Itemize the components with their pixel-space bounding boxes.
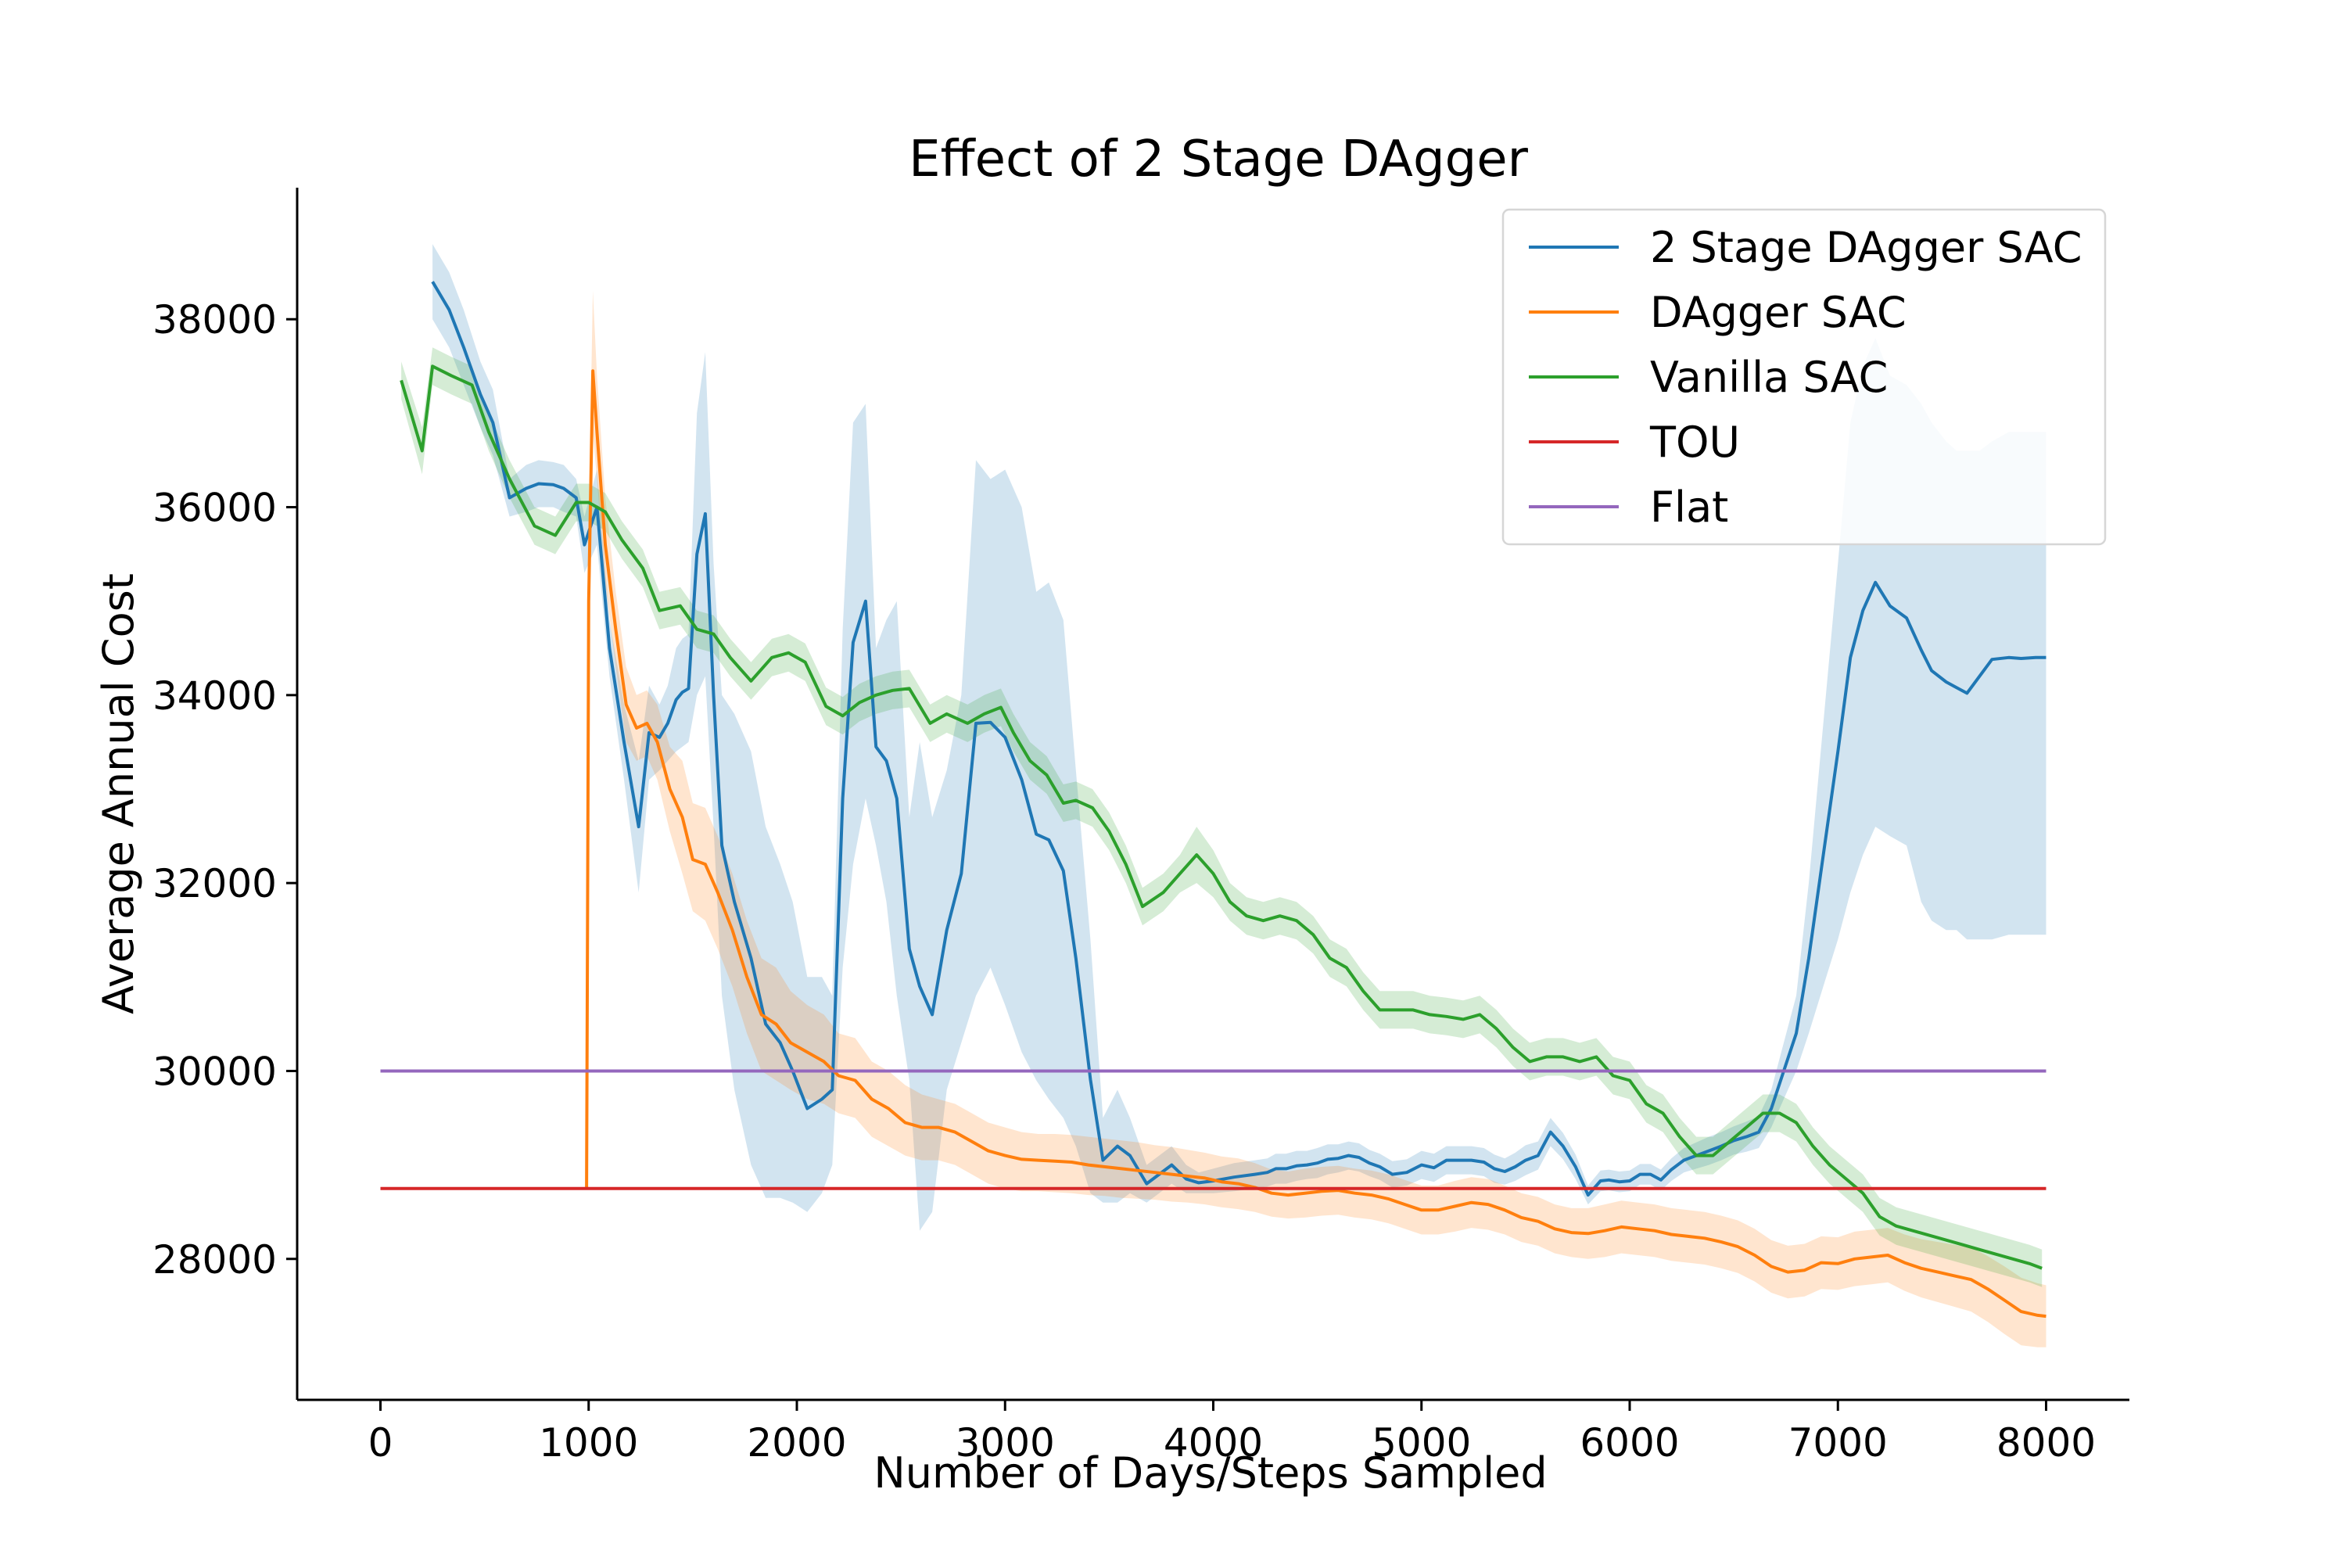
x-tick-label-2: 2000	[747, 1420, 846, 1466]
x-tick-label-3: 3000	[956, 1420, 1055, 1466]
dagger-sac-confidence-band	[586, 291, 2046, 1347]
y-tick-label-4: 36000	[152, 486, 277, 531]
legend-items: 2 Stage DAgger SAC DAgger SAC Vanilla SAC T…	[1529, 223, 2082, 532]
x-tick-label-5: 5000	[1372, 1420, 1471, 1466]
y-tick-label-5: 38000	[152, 297, 277, 343]
y-axis-label: Average Annual Cost	[94, 573, 143, 1014]
legend-frame	[1501, 208, 2107, 546]
x-tick-label-4: 4000	[1164, 1420, 1263, 1466]
legend-label-dagger-sac: DAgger SAC	[1650, 288, 1907, 337]
y-tick-label-1: 30000	[152, 1049, 277, 1094]
x-ticks: 0 1000 2000 3000 4000 5000 6000 7000 8000	[368, 1400, 2096, 1466]
x-axis-label: Number of Days/Steps Sampled	[873, 1448, 1547, 1498]
y-tick-label-0: 28000	[152, 1237, 277, 1283]
vanilla-sac-line	[400, 364, 2043, 1270]
legend-label-vanilla-sac: Vanilla SAC	[1650, 353, 1888, 402]
series-lines	[380, 281, 2046, 1319]
y-ticks: 28000 30000 32000 34000 36000 38000	[152, 297, 297, 1283]
legend-label-tou: TOU	[1649, 418, 1740, 467]
dagger-sac-line	[585, 369, 2046, 1319]
x-tick-label-7: 7000	[1788, 1420, 1888, 1466]
chart-title: Effect of 2 Stage DAgger	[909, 131, 1528, 188]
y-tick-label-2: 32000	[152, 861, 277, 906]
axes: 0 1000 2000 3000 4000 5000 6000 7000 8000 28000 3…	[152, 188, 2129, 1466]
legend-label-flat: Flat	[1650, 483, 1728, 532]
x-tick-label-1: 1000	[539, 1420, 638, 1466]
x-tick-label-6: 6000	[1580, 1420, 1679, 1466]
y-tick-label-3: 34000	[152, 673, 277, 719]
legend-label-2-stage-dagger-sac: 2 Stage DAgger SAC	[1650, 223, 2082, 272]
legend: 2 Stage DAgger SAC DAgger SAC Vanilla SAC T…	[1501, 208, 2107, 546]
x-tick-label-0: 0	[368, 1420, 393, 1466]
2-stage-dagger-sac-line	[431, 281, 2046, 1197]
x-tick-label-8: 8000	[1996, 1420, 2096, 1466]
